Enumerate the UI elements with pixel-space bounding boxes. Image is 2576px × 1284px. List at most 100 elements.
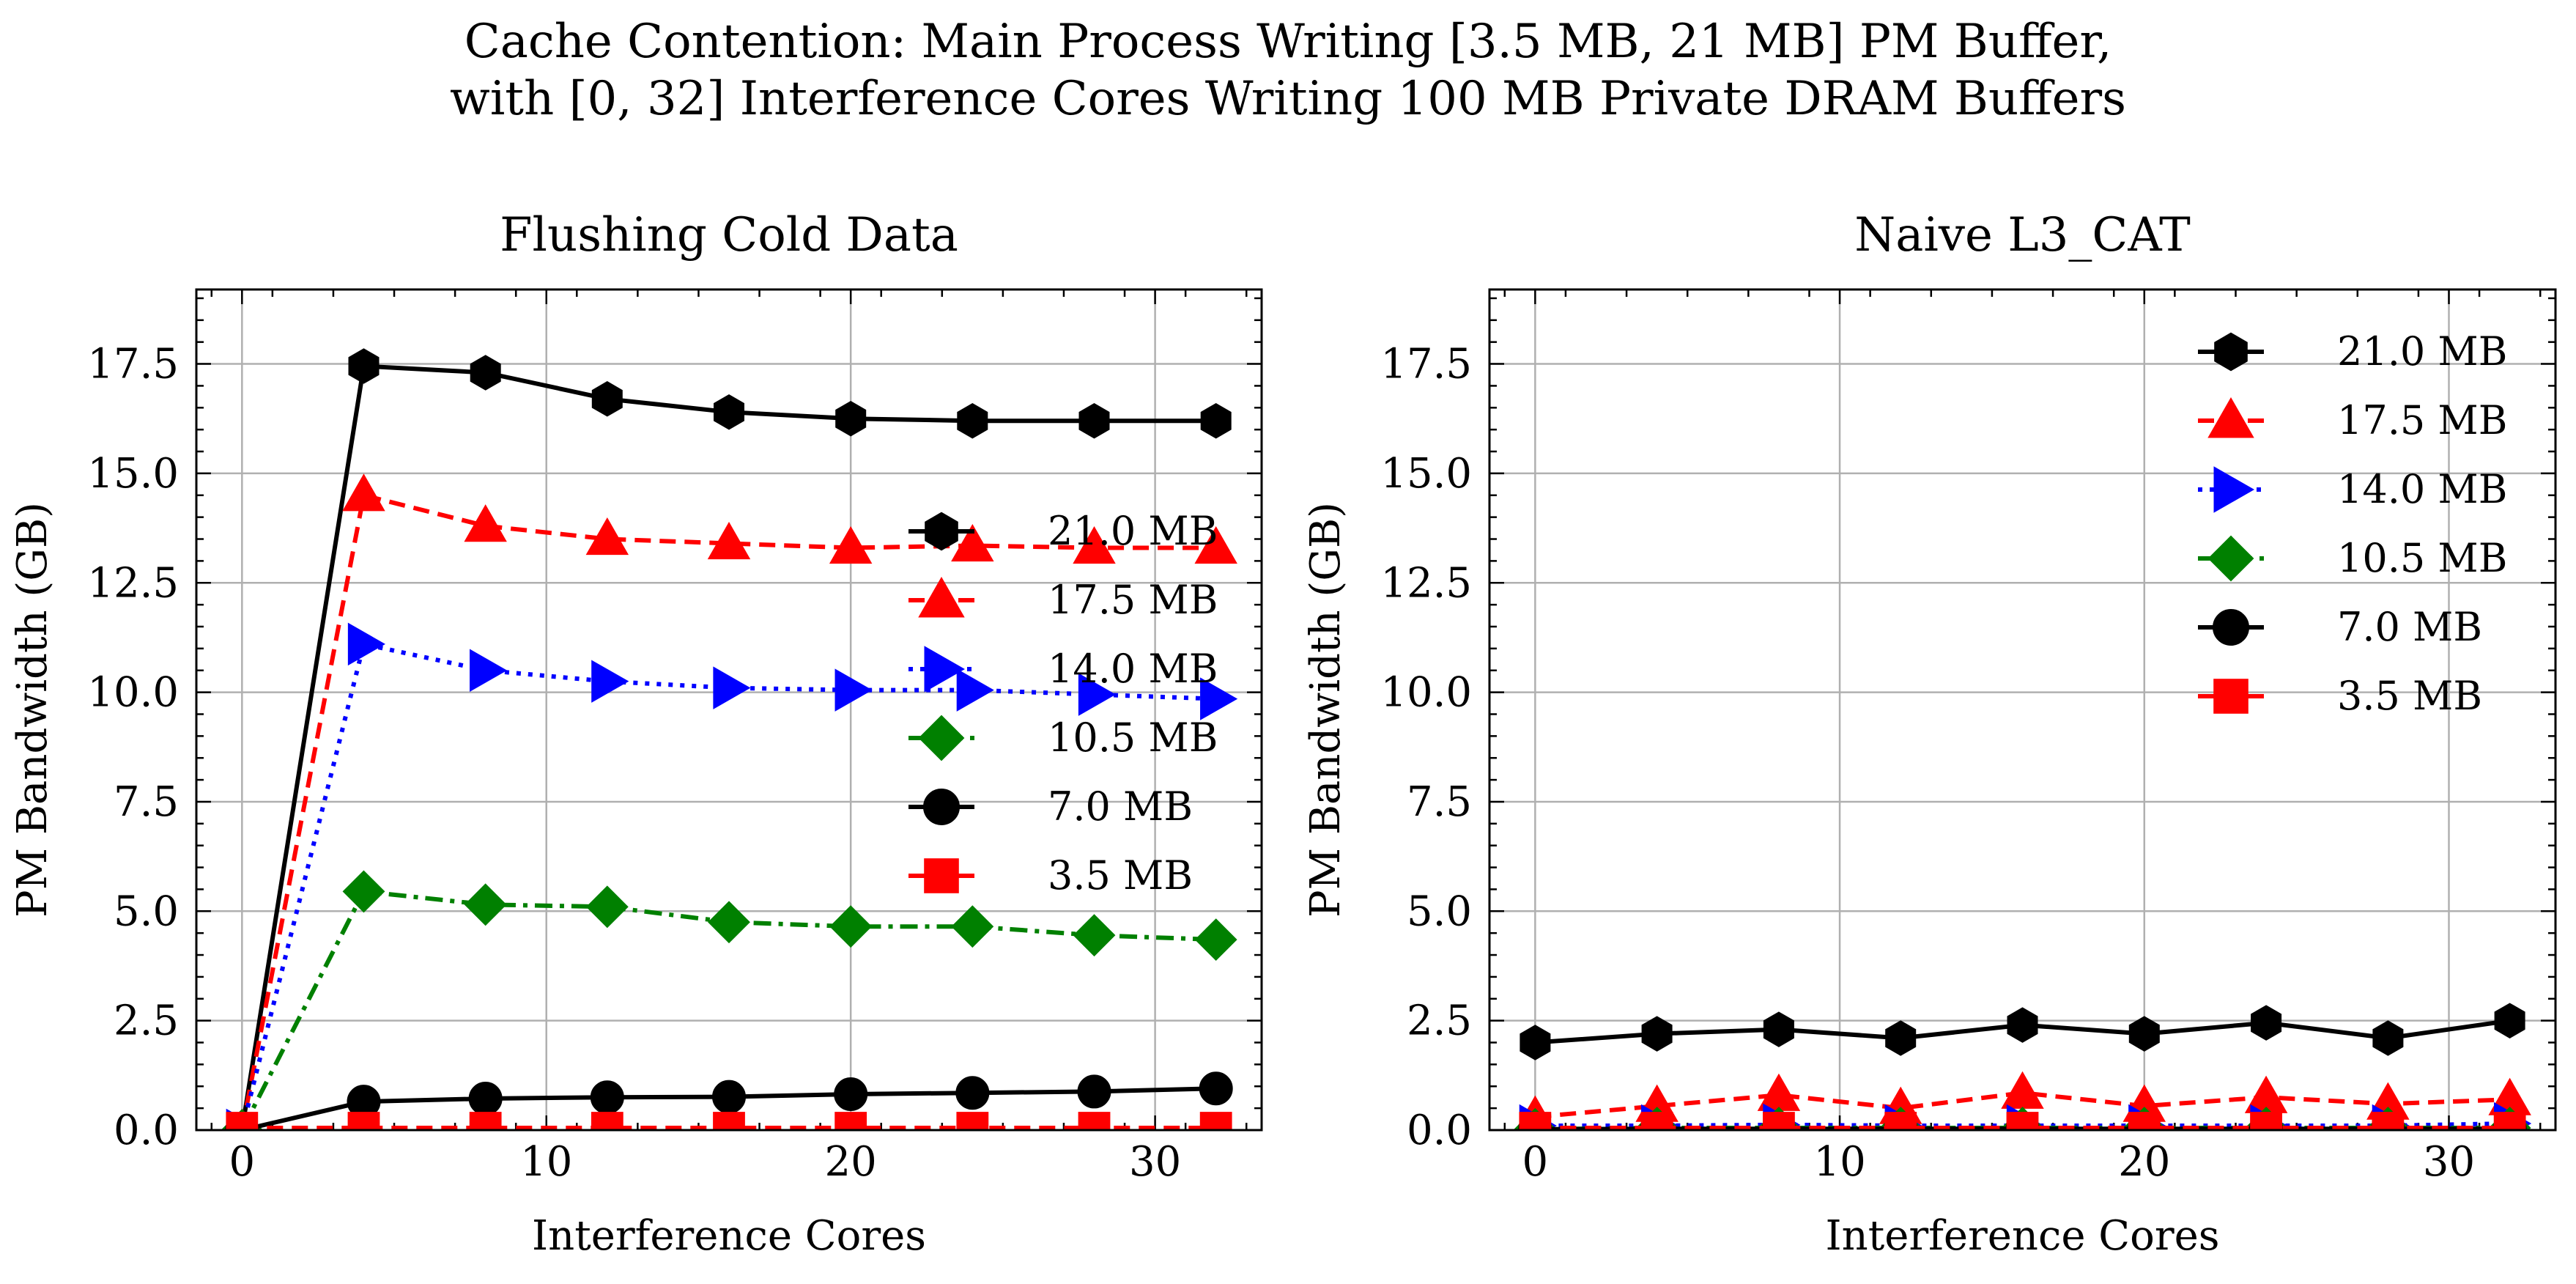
data-point [2372,1112,2405,1130]
data-point [714,394,744,430]
data-point [591,1112,623,1130]
y-tick-label: 12.5 [1380,559,1472,607]
series-21-0-mb [1520,1003,2525,1060]
data-point [585,885,629,929]
y-tick-label: 5.0 [114,888,179,935]
data-point [1078,402,1110,439]
x-tick-label: 0 [1522,1138,1549,1186]
data-point [1520,1025,1551,1060]
data-point [834,1112,867,1130]
legend-item-21-0-mb: 21.0 MB [2198,328,2507,374]
legend-label: 21.0 MB [1048,508,1218,554]
legend-item-3-5-mb: 3.5 MB [2198,673,2482,719]
legend-label: 7.0 MB [1048,783,1193,830]
data-point [2006,1112,2039,1130]
figure-title-line-2: with [0, 32] Interference Cores Writing … [450,72,2126,127]
y-tick-label: 0.0 [114,1107,179,1154]
x-tick-label: 20 [825,1138,877,1186]
legend-label: 7.0 MB [2337,604,2482,650]
data-point [1194,525,1237,564]
data-point [955,1076,990,1110]
data-point [1073,525,1116,564]
legend-marker [2213,609,2249,646]
series-3-5-mb [226,1112,1232,1130]
series-3-5-mb [1519,1112,2526,1130]
data-point [348,348,380,384]
data-point [1078,673,1117,716]
data-point [2251,1005,2282,1041]
data-point [590,1080,624,1115]
panel-title: Flushing Cold Data [500,208,958,262]
data-point [226,1112,259,1130]
data-point [470,355,501,391]
legend-label: 3.5 MB [1048,852,1193,899]
data-point [1200,402,1232,439]
x-tick-label: 10 [520,1138,572,1186]
plot-frame [1488,288,2557,1132]
data-point [1884,1112,1917,1130]
data-point [2128,1016,2160,1052]
data-point [470,649,508,692]
legend-marker [924,646,966,693]
legend-marker [2213,466,2255,513]
data-point [464,504,507,542]
data-point [1200,677,1238,720]
data-point [347,1112,380,1130]
data-point [2001,1071,2044,1109]
data-point [951,523,994,562]
y-tick-label: 12.5 [87,559,179,607]
legend-item-21-0-mb: 21.0 MB [908,508,1218,554]
data-point [829,525,873,564]
y-tick-label: 15.0 [1380,450,1472,498]
data-point [1199,1071,1233,1106]
y-tick-label: 10.0 [87,669,179,717]
legend-label: 21.0 MB [2337,328,2507,374]
x-tick-label: 0 [229,1138,255,1186]
data-point [1199,1112,1232,1130]
y-tick-label: 17.5 [1380,341,1472,388]
legend-item-14-0-mb: 14.0 MB [2198,466,2507,513]
legend-label: 10.5 MB [1048,715,1218,761]
data-point [464,883,507,926]
legend-item-3-5-mb: 3.5 MB [908,852,1193,899]
figure-title: Cache Contention: Main Process Writing [… [0,13,2576,128]
data-point [829,905,873,948]
data-point [956,668,994,712]
data-point [1078,1112,1111,1130]
data-point [1763,1011,1794,1047]
legend-marker [2207,396,2254,438]
x-tick-label: 30 [2423,1138,2475,1186]
legend-marker [2207,535,2254,582]
data-point [956,1112,989,1130]
data-point [591,660,629,703]
legend-marker [2214,332,2248,372]
legend-label: 3.5 MB [2337,673,2482,719]
series-10-5-mb [221,870,1237,1130]
x-axis-label: Interference Cores [532,1212,926,1260]
y-tick-label: 7.5 [114,778,179,826]
legend-label: 17.5 MB [2337,397,2507,443]
y-tick-label: 2.5 [1407,997,1472,1045]
y-axis-label: PM Bandwidth (GB) [1302,502,1350,918]
data-point [1077,1074,1111,1109]
x-tick-label: 20 [2118,1138,2170,1186]
plot-frame [195,288,1263,1132]
data-point [707,521,751,560]
data-point [2250,1112,2282,1130]
data-point [957,402,988,439]
legend-item-17-5-mb: 17.5 MB [908,576,1218,623]
data-point [2128,1112,2161,1130]
data-point [1519,1112,1552,1130]
legend-label: 14.0 MB [2337,466,2507,512]
x-axis-label: Interference Cores [1826,1212,2220,1260]
legend-marker [923,789,960,825]
data-point [591,381,623,417]
y-tick-label: 15.0 [87,450,179,498]
legend-label: 17.5 MB [1048,577,1218,623]
data-point [951,905,994,948]
series-17-5-mb [229,473,1237,1130]
legend: 21.0 MB 17.5 MB 14.0 MB 10.5 MB 7.0 MB 3.5 MB [908,508,1218,899]
legend-marker [918,576,965,618]
data-point [1640,1112,1673,1130]
data-point [834,668,873,712]
